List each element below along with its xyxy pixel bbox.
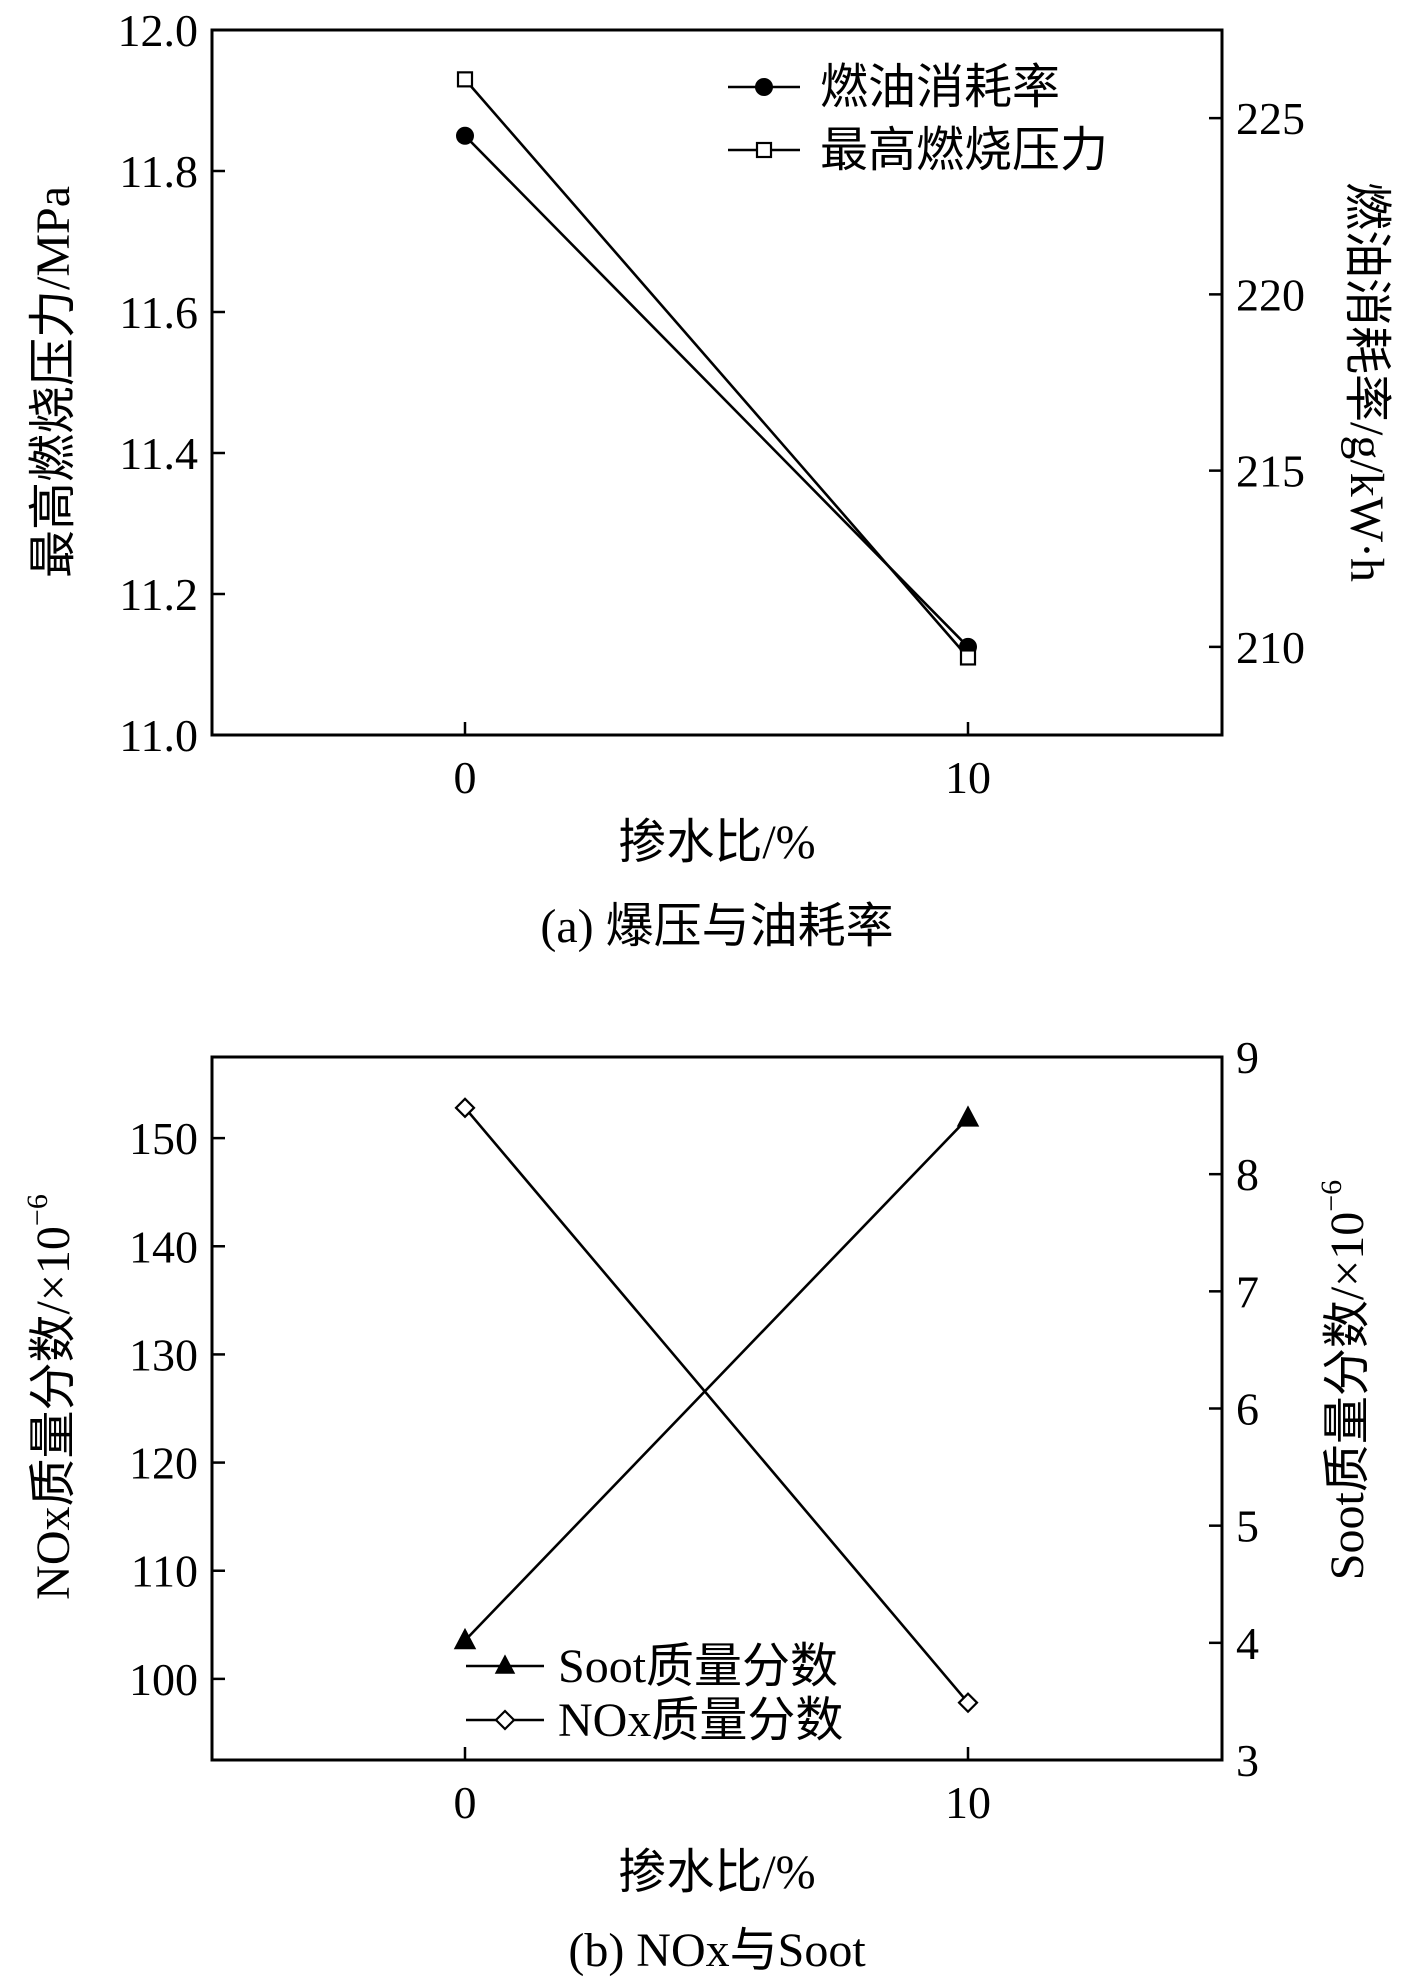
legend-item-fuel-consumption: 燃油消耗率 — [728, 61, 1060, 114]
chart-a-ytick-label: 11.4 — [119, 428, 198, 479]
chart-a-legend: 燃油消耗率 最高燃烧压力 — [728, 61, 1108, 177]
chart-b-ylabel-superscript: −6 — [21, 1194, 54, 1226]
chart-a-xlabel: 掺水比/% — [618, 816, 815, 869]
chart-a-series-1-point — [456, 71, 474, 88]
chart-b-y2tick-label: 5 — [1236, 1501, 1259, 1552]
chart-b: 100 110 120 130 140 150 3 4 5 6 7 8 9 0 10 NOx质量分数/×10… — [21, 1032, 1374, 1977]
chart-a-series-0-point — [456, 126, 474, 145]
chart-b-y2tick-label: 8 — [1236, 1149, 1259, 1200]
chart-b-series-0-line — [464, 1117, 969, 1642]
legend-item-nox: NOx质量分数 — [466, 1694, 843, 1747]
chart-b-ytick-label: 140 — [129, 1221, 198, 1272]
chart-a-y2tick-label: 215 — [1236, 446, 1305, 497]
legend-item-soot: Soot质量分数 — [466, 1640, 838, 1693]
chart-b-y2tick-label: 9 — [1236, 1032, 1259, 1083]
chart-b-series-1-point — [957, 1692, 979, 1714]
chart-b-ytick-label: 100 — [129, 1654, 198, 1705]
chart-b-ylabel-text: NOx质量分数/×10 — [27, 1226, 80, 1600]
chart-a-y2tick-label: 210 — [1236, 622, 1305, 673]
chart-b-y2label-superscript: −6 — [1315, 1180, 1348, 1212]
chart-a-y2tick-label: 220 — [1236, 269, 1305, 320]
chart-b-ytick-label: 110 — [131, 1546, 198, 1597]
chart-a-tick-labels: 11.0 11.2 11.4 11.6 11.8 12.0 210 215 220 225 0 10 — [118, 5, 1306, 803]
chart-b-series — [453, 1097, 980, 1714]
chart-b-y2label-text: Soot质量分数/×10 — [1321, 1212, 1374, 1580]
chart-b-ytick-label: 150 — [129, 1113, 198, 1164]
chart-b-series-1-point — [454, 1097, 476, 1119]
legend-label-max-pressure: 最高燃烧压力 — [820, 124, 1108, 177]
chart-a-y2label: 燃油消耗率/g/kW·h — [1340, 182, 1393, 582]
chart-b-series-1-line — [464, 1106, 969, 1704]
chart-b-y2tick-label: 6 — [1236, 1384, 1259, 1435]
legend-item-max-pressure: 最高燃烧压力 — [728, 124, 1108, 177]
legend-marker-filled-circle — [755, 78, 773, 96]
legend-marker-filled-triangle — [494, 1654, 516, 1674]
chart-a-y2tick-label: 225 — [1236, 93, 1305, 144]
chart-a-xtick-label: 10 — [945, 752, 991, 803]
chart-a-ytick-label: 11.6 — [119, 287, 198, 338]
chart-a-series-1-point — [959, 649, 977, 666]
chart-a-ytick-label: 11.8 — [119, 146, 198, 197]
chart-a-ticks — [212, 28, 1222, 737]
chart-b-tick-labels: 100 110 120 130 140 150 3 4 5 6 7 8 9 0 10 — [129, 1032, 1259, 1828]
chart-b-xlabel: 掺水比/% — [618, 1846, 815, 1899]
chart-a-ytick-label: 12.0 — [118, 5, 199, 56]
chart-b-series-0-point — [956, 1105, 980, 1127]
chart-b-xtick-label: 0 — [454, 1777, 477, 1828]
chart-b-caption: (b) NOx与Soot — [568, 1924, 866, 1977]
chart-a-caption: (a) 爆压与油耗率 — [540, 900, 893, 953]
legend-label-fuel-consumption: 燃油消耗率 — [820, 61, 1060, 114]
legend-label-soot: Soot质量分数 — [558, 1640, 838, 1693]
chart-a-xtick-label: 0 — [454, 752, 477, 803]
chart-b-y2tick-label: 4 — [1236, 1618, 1259, 1669]
chart-b-ylabel: NOx质量分数/×10−6 — [21, 1194, 80, 1600]
chart-a-ytick-label: 11.2 — [119, 569, 198, 620]
chart-b-ticks — [212, 1055, 1222, 1762]
chart-a-ylabel: 最高燃烧压力/MPa — [27, 186, 80, 578]
chart-b-legend: Soot质量分数 NOx质量分数 — [466, 1640, 843, 1747]
legend-marker-open-square — [755, 141, 773, 159]
chart-b-ytick-label: 120 — [129, 1438, 198, 1489]
chart-b-y2tick-label: 7 — [1236, 1266, 1259, 1317]
chart-b-xtick-label: 10 — [945, 1777, 991, 1828]
chart-a-plot-frame — [210, 28, 1224, 737]
chart-b-y2label: Soot质量分数/×10−6 — [1315, 1180, 1374, 1580]
chart-b-ytick-label: 130 — [129, 1329, 198, 1380]
legend-marker-open-diamond — [494, 1709, 516, 1731]
chart-a-series-1-line — [464, 78, 969, 659]
chart-a-series — [456, 71, 977, 666]
legend-label-nox: NOx质量分数 — [558, 1694, 843, 1747]
chart-b-y2tick-label: 3 — [1236, 1735, 1259, 1786]
chart-a-ytick-label: 11.0 — [119, 710, 198, 761]
chart-b-series-0-point — [453, 1627, 477, 1650]
